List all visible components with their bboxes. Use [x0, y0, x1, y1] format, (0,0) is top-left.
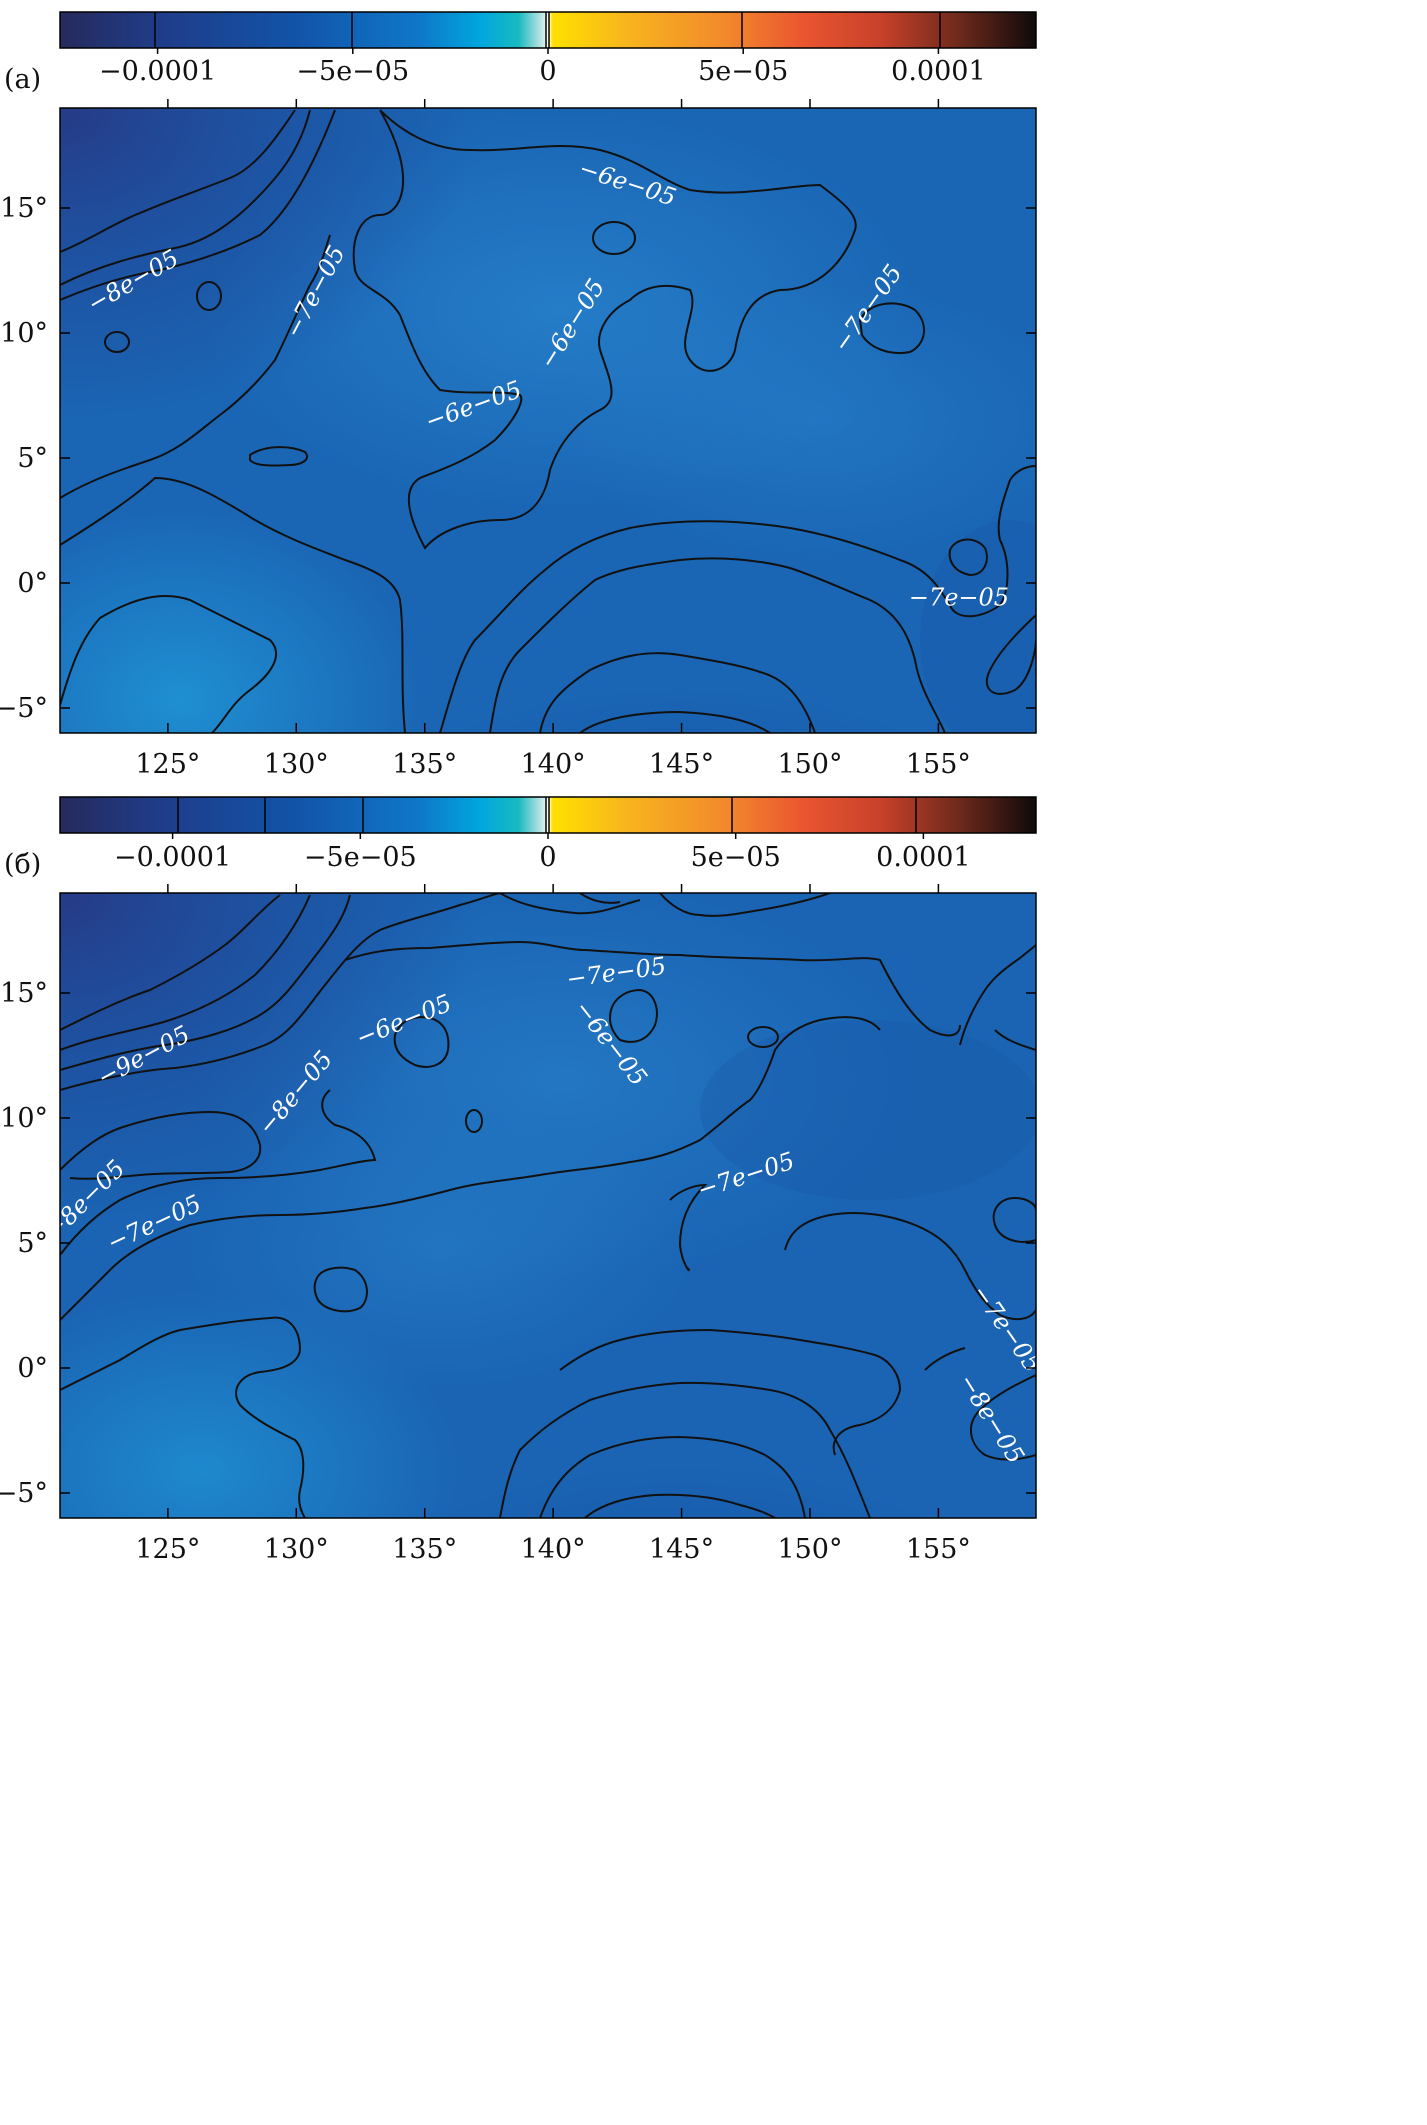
x-axis-ticks-b: 125° 130° 135° 140° 145° 150° 155° — [135, 884, 971, 1565]
y-tick-label: 10° — [0, 318, 48, 349]
y-tick-label: 0° — [17, 568, 48, 599]
x-tick-label: 130° — [264, 749, 329, 780]
colorbar-ticks-a: −0.0001 −5e−05 0 5e−05 0.0001 — [99, 48, 986, 87]
x-tick-label: 155° — [906, 749, 971, 780]
y-tick-label: −5° — [0, 1478, 48, 1509]
colorbar-tick-label: 0.0001 — [876, 842, 970, 873]
x-tick-label: 130° — [264, 1534, 329, 1565]
x-tick-label: 145° — [649, 1534, 714, 1565]
y-tick-label: 5° — [17, 443, 48, 474]
contours-b — [60, 893, 1036, 1518]
colorbar-gradient-a — [59, 11, 1037, 49]
y-tick-label: 15° — [0, 193, 48, 224]
plot-area-b: −9e−05 −8e−05−6e−05−7e−05−6e−05−8e−05−7e−… — [0, 884, 1047, 1565]
field-shading-b — [60, 893, 1036, 1518]
x-tick-label: 125° — [135, 1534, 200, 1565]
y-tick-label: 10° — [0, 1103, 48, 1134]
x-tick-label: 140° — [521, 749, 586, 780]
panel-b: (б) −0.0001 −5e−05 0 5e−05 0.0001 — [0, 796, 1047, 1565]
colorbar-tick-label: −5e−05 — [296, 56, 409, 87]
colorbar-b: −0.0001 −5e−05 0 5e−05 0.0001 — [59, 796, 1037, 873]
colorbar-tick-label: −0.0001 — [114, 842, 231, 873]
y-tick-label: 0° — [17, 1353, 48, 1384]
colorbar-tick-label: −5e−05 — [304, 842, 417, 873]
colorbar-tick-label: 0.0001 — [891, 56, 985, 87]
y-tick-label: 5° — [17, 1228, 48, 1259]
x-tick-label: 155° — [906, 1534, 971, 1565]
panel-label-b: (б) — [4, 849, 41, 880]
plot-frame-b — [59, 892, 1037, 1519]
x-tick-label: 135° — [392, 1534, 457, 1565]
plot-frame-a — [59, 107, 1037, 734]
contour-label: −7e−05 — [909, 584, 1009, 612]
x-tick-label: 140° — [521, 1534, 586, 1565]
x-tick-label: 150° — [777, 1534, 842, 1565]
contours-a — [60, 109, 1036, 733]
y-tick-label: 15° — [0, 978, 48, 1009]
y-tick-label: −5° — [0, 693, 48, 724]
y-axis-ticks-b: −5° 0° 5° 10° 15° — [0, 978, 1036, 1509]
plot-area-a: −8e−05 −7e−05−6e−05−6e−05 −7e−05−6e−05−7e−… — [0, 99, 1037, 780]
colorbar-tick-label: 5e−05 — [691, 842, 781, 873]
colorbar-tick-label: 0 — [539, 842, 556, 873]
field-shading-a — [60, 108, 1036, 733]
x-tick-label: 135° — [392, 749, 457, 780]
colorbar-ticks-b: −0.0001 −5e−05 0 5e−05 0.0001 — [114, 833, 971, 873]
colorbar-tick-label: 5e−05 — [698, 56, 788, 87]
panel-label-a: (а) — [4, 64, 41, 95]
x-axis-ticks-a: 125° 130° 135° 140° 145° 150° 155° — [135, 99, 971, 780]
y-axis-ticks-a: −5° 0° 5° 10° 15° — [0, 193, 1036, 724]
panel-a: (а) −0.0001 −5e−05 0 5e−05 0.0001 — [0, 11, 1037, 780]
x-tick-label: 125° — [135, 749, 200, 780]
colorbar-tick-label: 0 — [539, 56, 556, 87]
colorbar-a: −0.0001 −5e−05 0 5e−05 0.0001 — [59, 11, 1037, 87]
colorbar-gradient-b — [59, 796, 1037, 834]
x-tick-label: 145° — [649, 749, 714, 780]
x-tick-label: 150° — [777, 749, 842, 780]
colorbar-tick-label: −0.0001 — [99, 56, 216, 87]
